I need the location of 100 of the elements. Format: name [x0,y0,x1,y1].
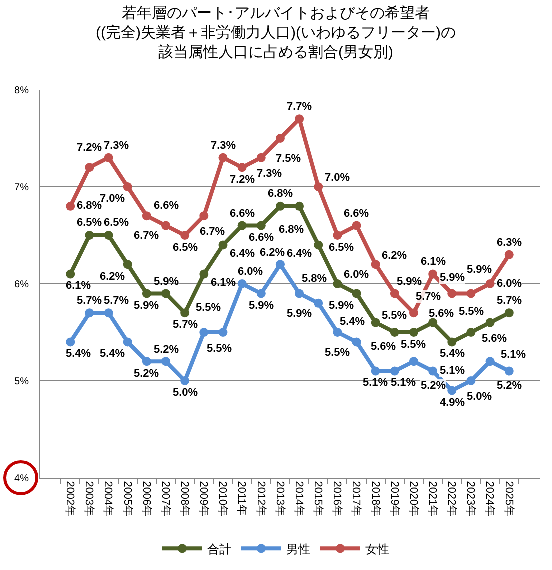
legend-label: 合計 [208,542,232,556]
data-label: 5.6% [429,308,454,320]
point [409,308,418,318]
data-label: 5.2% [497,380,522,392]
x-tick-label: 2003年 [83,481,96,517]
point [256,153,266,162]
point [371,260,380,270]
data-label: 7.7% [287,101,312,113]
point [238,280,247,288]
x-tick-label: 2013年 [274,481,286,517]
point [180,231,190,240]
data-label: 6.3% [497,237,522,249]
point [218,153,228,162]
point [466,289,476,298]
data-label: 6.1% [421,256,446,268]
point [314,240,324,250]
point [371,318,380,328]
data-label: 5.7% [104,295,130,307]
point [180,308,190,318]
data-label: 5.4% [440,348,466,360]
data-label: 6.5% [173,242,198,254]
point [352,221,362,230]
data-label: 5.1% [501,349,526,361]
y-tick-label: 6% [14,280,30,290]
data-label: 5.0% [467,391,492,403]
x-tick-label: 2010年 [216,481,229,517]
point [162,289,171,298]
data-label: 6.0% [344,269,370,281]
data-label: 7.3% [211,140,236,152]
point [142,212,152,221]
point [314,298,324,308]
point [66,338,76,347]
x-tick-label: 2015年 [312,481,324,517]
point [448,289,457,298]
data-label: 6.5% [329,242,354,254]
point [486,357,495,366]
data-label: 7.3% [104,140,130,152]
data-label: 6.4% [230,248,256,260]
data-label: 7.0% [325,172,350,184]
data-label: 5.4% [340,316,366,328]
point [238,163,247,172]
x-tick-label: 2005年 [121,481,134,517]
point [276,260,285,270]
point [276,134,285,143]
point [200,328,209,337]
data-label: 6.7% [134,230,160,242]
point [504,366,514,376]
point [295,289,304,298]
legend-label: 男性 [286,542,310,556]
y-tick-label: 8% [14,86,30,96]
point [333,231,342,240]
data-label: 5.7% [416,291,442,303]
point [218,240,228,250]
data-label: 5.1% [363,377,388,389]
x-tick-label: 2004年 [102,481,114,517]
data-label: 5.9% [329,300,354,312]
data-label: 5.6% [482,333,508,345]
point [142,289,152,298]
point [256,221,266,230]
x-tick-label: 2008年 [178,481,191,517]
point [180,376,190,386]
data-label: 5.9% [249,300,274,312]
data-label: 7.5% [276,153,302,165]
point [352,289,362,298]
data-label: 6.0% [238,266,264,278]
data-label: 6.6% [154,200,180,212]
point [486,280,495,288]
point [104,308,114,318]
data-label: 5.9% [440,272,466,284]
data-label: 6.6% [344,208,370,220]
point [200,270,209,279]
data-label: 5.9% [397,276,422,288]
point [162,221,171,230]
data-label: 7.0% [100,193,126,205]
data-label: 5.2% [154,344,180,356]
point [123,260,132,270]
point [123,338,132,347]
data-label: 5.1% [440,365,466,377]
data-label: 4.9% [440,397,466,409]
data-label: 7.3% [257,168,282,180]
data-label: 5.7% [497,295,522,307]
data-label: 5.5% [196,302,222,314]
data-label: 6.5% [104,217,130,229]
x-tick-label: 2025年 [502,481,515,517]
data-label: 5.9% [287,308,312,320]
data-label: 6.2% [260,247,286,259]
x-tick-label: 2012年 [254,481,267,517]
point [428,366,438,376]
data-label: 6.8% [77,200,102,212]
data-label: 6.8% [268,188,294,200]
point [390,366,400,376]
point [66,270,76,279]
point [85,163,94,172]
point [238,221,247,230]
point [390,289,400,298]
y-tick-label: 5% [14,376,30,388]
data-label: 6.0% [497,278,522,290]
point [200,212,209,221]
data-label: 5.5% [459,306,484,318]
point [448,386,457,396]
